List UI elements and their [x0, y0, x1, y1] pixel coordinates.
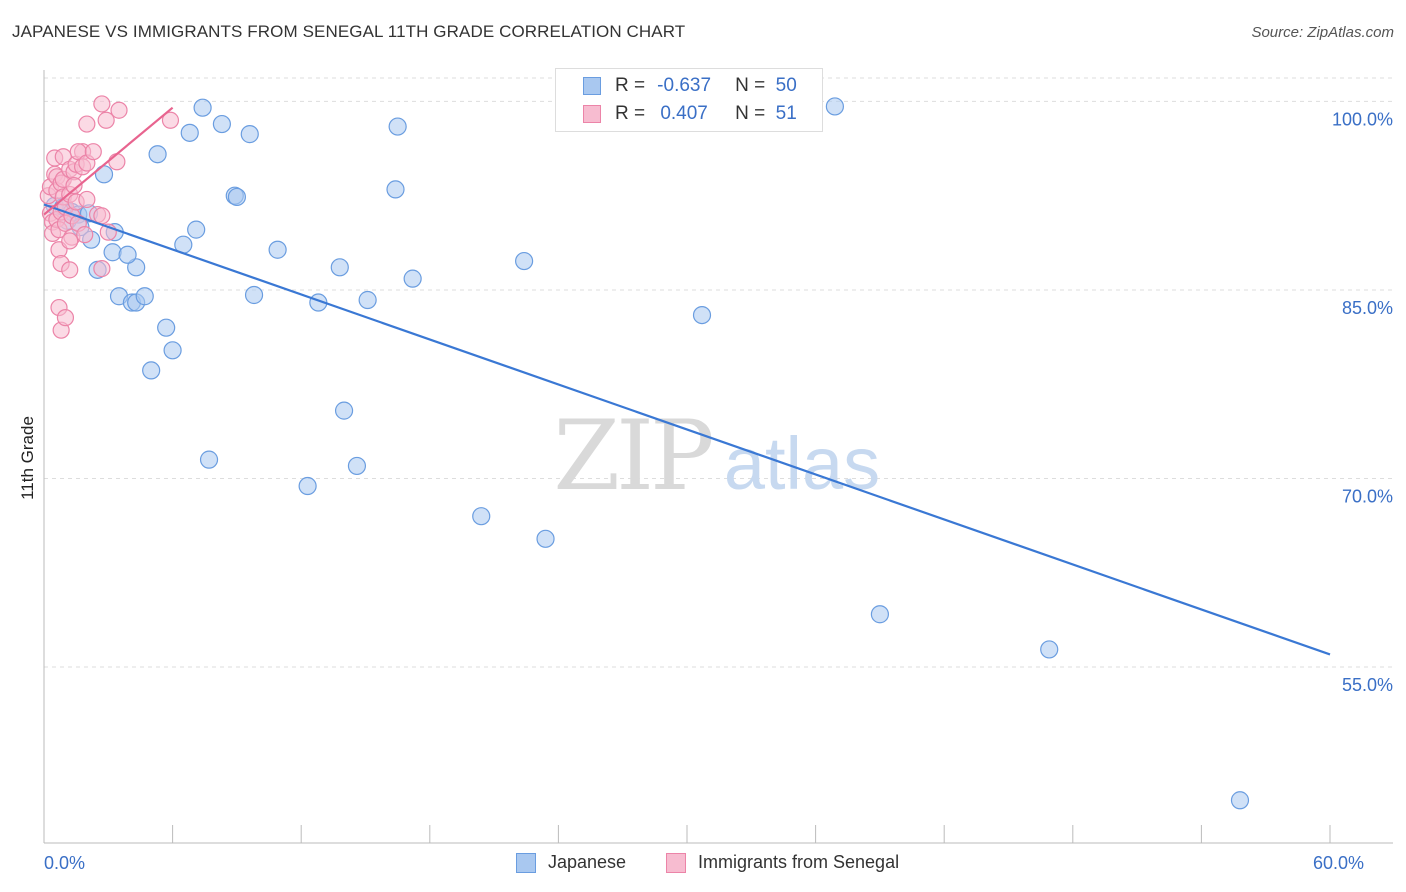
point-japanese — [187, 220, 206, 239]
point-senegal — [93, 259, 111, 278]
point-japanese — [825, 97, 844, 116]
point-senegal — [108, 153, 126, 171]
series-legend-swatch-japanese — [516, 852, 536, 873]
y-tick-label: 55.0% — [1342, 675, 1393, 695]
label-layer: 100.0% 85.0% 70.0% 55.0% 0.0% 60.0% — [44, 109, 1393, 873]
series-legend-label: Immigrants from Senegal — [698, 852, 900, 872]
point-senegal — [97, 111, 115, 129]
point-japanese — [135, 287, 154, 306]
series-legend-item-japanese[interactable]: Japanese — [516, 852, 626, 873]
point-senegal — [76, 226, 94, 244]
point-japanese — [298, 476, 317, 496]
point-japanese — [358, 290, 377, 310]
trendline-japanese — [43, 203, 1331, 656]
point-japanese — [157, 318, 176, 337]
axis-layer — [43, 70, 1393, 844]
point-japanese — [163, 341, 182, 360]
point-japanese — [692, 305, 712, 325]
point-senegal — [78, 115, 96, 133]
point-japanese — [1040, 640, 1059, 659]
trend-layer — [43, 106, 1331, 656]
point-japanese — [244, 285, 264, 305]
watermark-atlas: atlas — [724, 422, 880, 505]
legend-r-value: -0.637 — [657, 75, 712, 96]
point-japanese — [403, 269, 422, 288]
point-japanese — [388, 117, 407, 136]
point-japanese — [193, 98, 212, 117]
legend-row-senegal: R = 0.407 N = 51 — [556, 100, 807, 128]
point-japanese — [536, 529, 555, 548]
point-senegal — [161, 111, 180, 129]
point-senegal — [93, 95, 111, 113]
series-legend: Japanese Immigrants from Senegal — [0, 852, 1406, 878]
point-japanese — [180, 123, 199, 142]
legend-r-label: R = — [615, 75, 646, 96]
point-senegal — [78, 190, 96, 209]
legend-swatch-japanese — [583, 77, 601, 95]
series-legend-swatch-senegal — [666, 852, 686, 873]
point-japanese — [347, 456, 367, 476]
series-legend-label: Japanese — [548, 852, 627, 872]
legend-n-label: N = — [735, 75, 766, 96]
point-senegal — [61, 232, 79, 250]
point-senegal — [65, 177, 83, 195]
legend-n-label: N = — [735, 103, 766, 124]
point-japanese — [334, 401, 354, 420]
point-japanese — [330, 258, 349, 277]
legend-r-value: 0.407 — [660, 103, 708, 124]
series-legend-item-senegal[interactable]: Immigrants from Senegal — [666, 852, 899, 873]
legend-n-value: 51 — [775, 103, 797, 124]
y-tick-label: 100.0% — [1332, 109, 1393, 129]
point-japanese — [240, 125, 259, 144]
x-tick-label: 60.0% — [1313, 853, 1364, 873]
trendline-senegal — [43, 106, 174, 216]
point-japanese — [148, 145, 167, 164]
point-japanese — [1230, 791, 1250, 810]
watermark: ZIP atlas — [553, 400, 880, 512]
legend-n-value: 50 — [775, 75, 797, 96]
point-japanese — [127, 258, 146, 277]
watermark-zip: ZIP — [553, 400, 712, 512]
point-japanese — [103, 243, 122, 262]
point-senegal — [110, 101, 128, 119]
chart-source: Source: ZipAtlas.com — [1251, 24, 1394, 41]
point-senegal — [93, 207, 111, 225]
point-japanese — [212, 114, 231, 134]
point-japanese — [386, 180, 405, 199]
x-tick-label: 0.0% — [44, 853, 85, 873]
point-japanese — [268, 240, 287, 259]
point-japanese — [870, 605, 890, 624]
stats-legend: R = -0.637 N = 50 R = 0.407 N = 51 — [555, 68, 823, 132]
legend-r-label: R = — [615, 103, 646, 124]
point-japanese — [227, 187, 246, 207]
grid-layer — [44, 77, 1393, 668]
y-tick-label: 70.0% — [1342, 486, 1393, 506]
legend-row-japanese: R = -0.637 N = 50 — [556, 72, 807, 100]
point-japanese — [472, 507, 491, 526]
point-japanese — [142, 361, 161, 380]
point-senegal — [61, 261, 79, 279]
point-japanese — [515, 251, 534, 271]
point-japanese — [199, 450, 219, 469]
legend-swatch-senegal — [583, 105, 601, 123]
y-tick-label: 85.0% — [1342, 298, 1393, 318]
chart-title: JAPANESE VS IMMIGRANTS FROM SENEGAL 11TH… — [12, 22, 686, 41]
point-senegal — [56, 309, 75, 327]
point-japanese — [118, 245, 137, 264]
points-layer — [39, 95, 1250, 810]
point-senegal — [84, 143, 102, 161]
